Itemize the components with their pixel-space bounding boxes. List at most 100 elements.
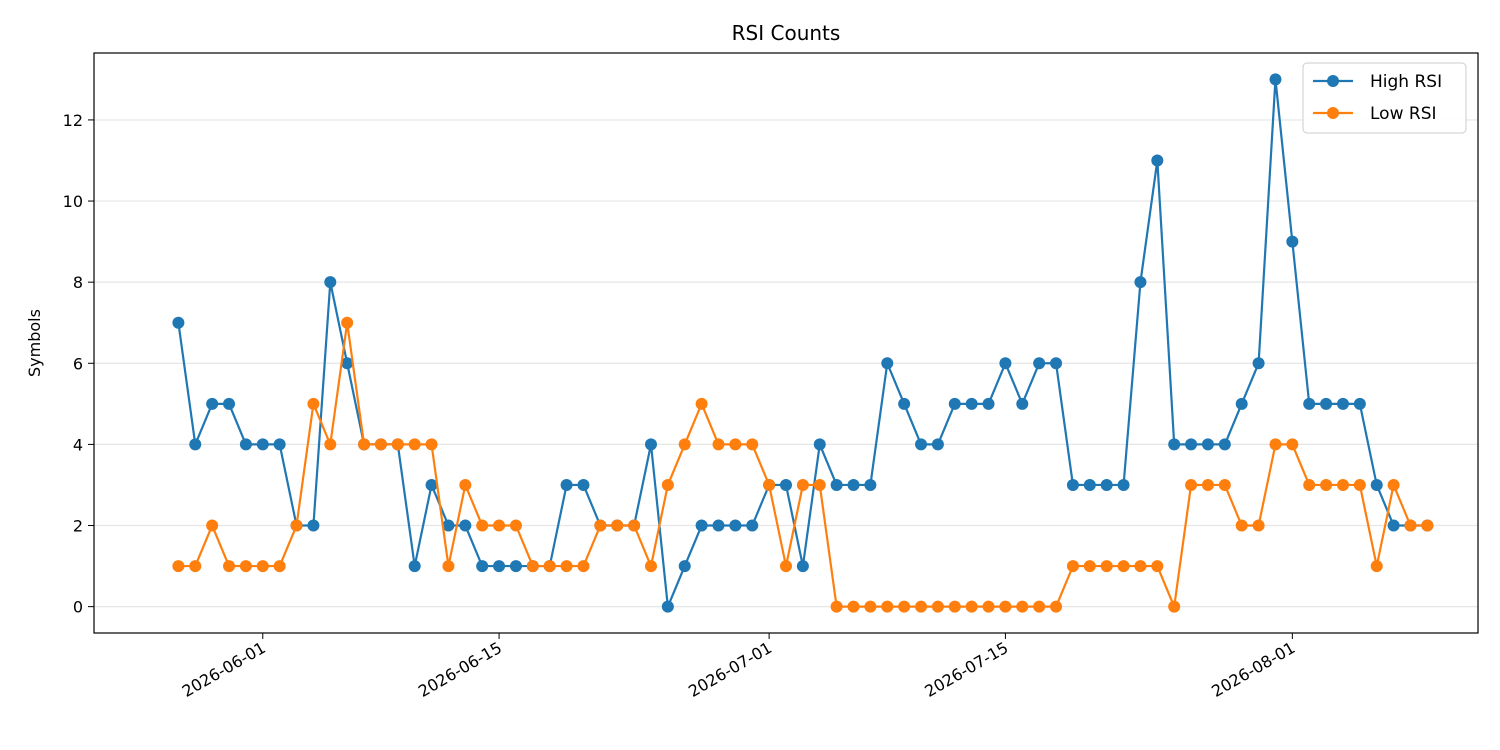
data-point-low-rsi: [864, 600, 877, 613]
data-point-low-rsi: [1185, 478, 1198, 491]
data-point-high-rsi: [1050, 357, 1063, 370]
data-point-high-rsi: [1303, 397, 1316, 410]
data-point-low-rsi: [273, 560, 286, 573]
series-high-rsi: [172, 73, 1434, 613]
data-point-high-rsi: [408, 560, 421, 573]
data-point-high-rsi: [509, 560, 522, 573]
plot-frame: [93, 52, 1479, 634]
data-point-high-rsi: [324, 276, 337, 289]
data-point-high-rsi: [965, 397, 978, 410]
data-point-high-rsi: [695, 519, 708, 532]
data-point-low-rsi: [678, 438, 691, 451]
data-point-low-rsi: [1387, 478, 1400, 491]
data-point-low-rsi: [729, 438, 742, 451]
data-point-low-rsi: [611, 519, 624, 532]
data-point-low-rsi: [324, 438, 337, 451]
data-point-high-rsi: [1201, 438, 1214, 451]
data-point-low-rsi: [374, 438, 387, 451]
data-point-high-rsi: [1269, 73, 1282, 86]
data-point-low-rsi: [746, 438, 759, 451]
data-point-low-rsi: [1134, 560, 1147, 573]
data-point-low-rsi: [1201, 478, 1214, 491]
data-point-low-rsi: [644, 560, 657, 573]
data-point-high-rsi: [1353, 397, 1366, 410]
y-tick-label: 6: [73, 354, 83, 373]
data-point-high-rsi: [1235, 397, 1248, 410]
data-point-high-rsi: [644, 438, 657, 451]
data-point-high-rsi: [661, 600, 674, 613]
data-point-low-rsi: [459, 478, 472, 491]
data-point-low-rsi: [763, 478, 776, 491]
data-point-high-rsi: [898, 397, 911, 410]
data-point-low-rsi: [594, 519, 607, 532]
data-point-high-rsi: [1286, 235, 1299, 248]
data-point-high-rsi: [560, 478, 573, 491]
data-point-low-rsi: [1370, 560, 1383, 573]
data-point-low-rsi: [796, 478, 809, 491]
data-point-low-rsi: [982, 600, 995, 613]
data-point-high-rsi: [459, 519, 472, 532]
data-point-high-rsi: [239, 438, 252, 451]
data-point-low-rsi: [1218, 478, 1231, 491]
data-point-low-rsi: [830, 600, 843, 613]
data-point-high-rsi: [493, 560, 506, 573]
data-point-low-rsi: [1066, 560, 1079, 573]
data-point-low-rsi: [1016, 600, 1029, 613]
y-tick-label: 8: [73, 273, 83, 292]
data-point-low-rsi: [915, 600, 928, 613]
data-point-high-rsi: [1168, 438, 1181, 451]
data-point-high-rsi: [982, 397, 995, 410]
data-point-high-rsi: [813, 438, 826, 451]
data-point-low-rsi: [1269, 438, 1282, 451]
data-point-high-rsi: [999, 357, 1012, 370]
data-point-low-rsi: [712, 438, 725, 451]
data-point-low-rsi: [1100, 560, 1113, 573]
data-point-low-rsi: [1151, 560, 1164, 573]
data-point-high-rsi: [577, 478, 590, 491]
data-point-low-rsi: [189, 560, 202, 573]
data-point-low-rsi: [813, 478, 826, 491]
data-point-high-rsi: [1252, 357, 1265, 370]
data-point-high-rsi: [256, 438, 269, 451]
data-point-high-rsi: [1370, 478, 1383, 491]
data-point-high-rsi: [780, 478, 792, 491]
data-point-high-rsi: [341, 357, 354, 370]
data-point-low-rsi: [239, 560, 252, 573]
data-point-low-rsi: [1235, 519, 1248, 532]
y-axis-label: Symbols: [25, 309, 44, 377]
y-tick-label: 2: [73, 517, 83, 536]
data-point-low-rsi: [408, 438, 421, 451]
legend-marker-high-rsi: [1327, 75, 1339, 87]
data-point-high-rsi: [1320, 397, 1333, 410]
data-point-low-rsi: [223, 560, 236, 573]
data-point-high-rsi: [729, 519, 742, 532]
data-point-low-rsi: [543, 560, 556, 573]
data-point-low-rsi: [695, 397, 708, 410]
data-point-low-rsi: [493, 519, 506, 532]
data-point-high-rsi: [712, 519, 725, 532]
data-point-low-rsi: [1353, 478, 1366, 491]
series-layer: [172, 73, 1434, 613]
data-point-high-rsi: [1134, 276, 1147, 289]
data-point-high-rsi: [1016, 397, 1029, 410]
data-point-low-rsi: [1033, 600, 1046, 613]
data-point-low-rsi: [526, 560, 539, 573]
y-tick-label: 10: [63, 192, 83, 211]
data-point-high-rsi: [948, 397, 961, 410]
data-point-high-rsi: [223, 397, 236, 410]
data-point-high-rsi: [678, 560, 691, 573]
data-point-high-rsi: [1387, 519, 1400, 532]
data-point-high-rsi: [830, 478, 843, 491]
data-point-high-rsi: [206, 397, 219, 410]
data-point-low-rsi: [1421, 519, 1434, 532]
data-point-low-rsi: [628, 519, 641, 532]
legend-label-high-rsi: High RSI: [1370, 72, 1442, 92]
data-point-high-rsi: [881, 357, 894, 370]
data-point-low-rsi: [931, 600, 944, 613]
y-tick-label: 4: [73, 435, 83, 454]
y-tick-label: 12: [63, 111, 83, 130]
data-point-high-rsi: [307, 519, 320, 532]
data-point-low-rsi: [780, 560, 792, 573]
